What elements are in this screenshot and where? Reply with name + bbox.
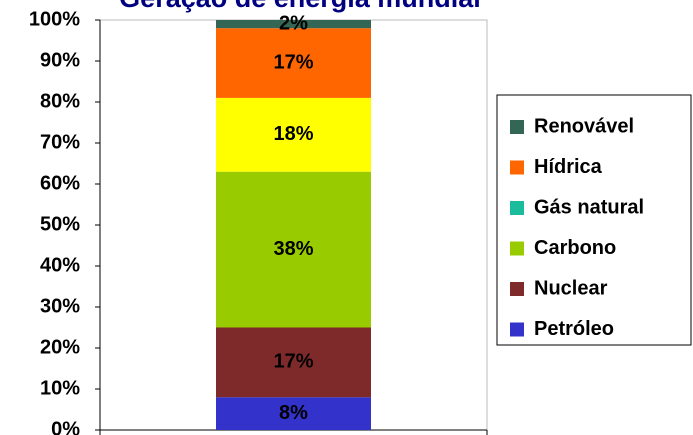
legend-swatch [510,201,524,215]
legend [496,94,692,346]
y-tick-label: 10% [40,377,80,399]
chart-title: Geração de energia mundial [119,0,481,13]
data-label: 38% [273,238,313,260]
bar-segment [216,28,371,98]
y-tick-label: 30% [40,295,80,317]
data-label: 17% [273,51,313,73]
legend-label: Nuclear [534,277,608,299]
bar-segment [216,327,371,398]
y-tick-label: 40% [40,254,80,276]
bar-segment [216,20,371,29]
legend-swatch [510,160,524,175]
y-tick-label: 20% [40,336,80,358]
legend-swatch [510,322,524,337]
y-tick-label: 90% [40,49,80,71]
legend-label: Carbono [534,237,616,259]
legend-label: Hídrica [534,156,603,178]
bar-segment [216,171,371,328]
data-label: 2% [279,12,308,34]
y-tick-label: 100% [29,8,80,30]
legend-label: Renovável [534,115,634,137]
data-label: 17% [273,351,313,373]
legend-swatch [510,282,524,296]
bar-segment [216,397,371,430]
y-tick-label: 50% [40,213,80,235]
data-label: 18% [273,123,313,145]
y-tick-label: 70% [40,131,80,153]
bar-segment [216,97,371,172]
legend-label: Petróleo [534,318,614,340]
y-tick-label: 0% [51,418,80,435]
legend-swatch [510,241,524,256]
data-label: 8% [279,402,308,424]
y-tick-label: 60% [40,172,80,194]
legend-swatch [510,120,524,134]
legend-label: Gás natural [534,196,644,218]
y-tick-label: 80% [40,90,80,112]
